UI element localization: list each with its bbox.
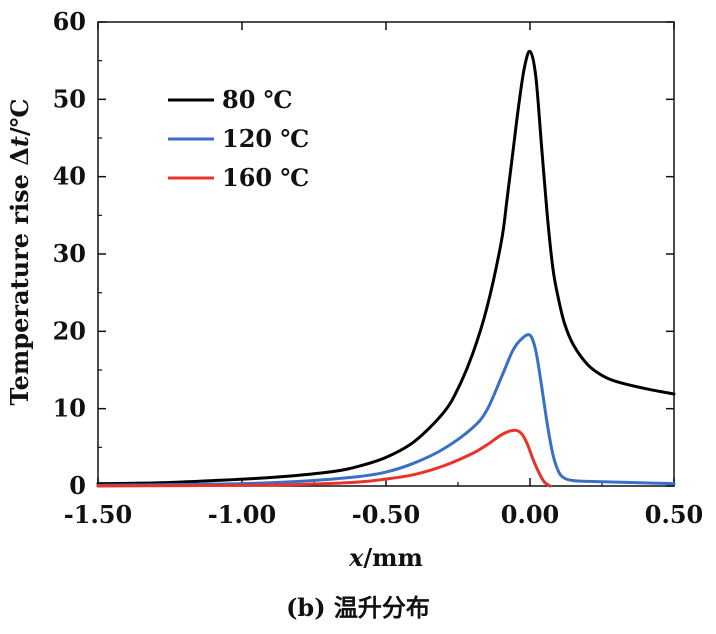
x-tick-label: -0.50 (352, 500, 420, 529)
y-tick-label: 40 (53, 162, 86, 191)
plot-frame (97, 21, 675, 487)
legend-label: 160 ℃ (222, 163, 309, 192)
y-tick-label: 60 (53, 7, 86, 36)
series-line-2 (96, 428, 552, 488)
legend-label: 120 ℃ (222, 124, 309, 153)
x-tick-label: 0.50 (645, 500, 703, 529)
chart: -1.50 -1.00 -0.50 0.00 0.50 0 10 20 30 40 50 60 x/mm… (5, 7, 703, 572)
x-tick-label: 0.00 (501, 500, 559, 529)
legend-label: 80 ℃ (222, 85, 293, 114)
y-tick-label: 50 (53, 84, 86, 113)
y-axis-title: Temperature rise Δt/℃ (5, 99, 34, 406)
x-axis-title: x/mm (348, 543, 423, 572)
series-line-0 (96, 49, 676, 486)
y-tick-label: 30 (53, 239, 86, 268)
x-tick-label: -1.50 (64, 500, 132, 529)
series-line-1 (96, 333, 676, 487)
x-tick-label: -1.00 (208, 500, 276, 529)
y-tick-label: 20 (53, 316, 86, 345)
y-tick-label: 0 (69, 471, 86, 500)
y-tick-label: 10 (53, 394, 86, 423)
figure-caption: (b) 温升分布 (286, 593, 430, 622)
